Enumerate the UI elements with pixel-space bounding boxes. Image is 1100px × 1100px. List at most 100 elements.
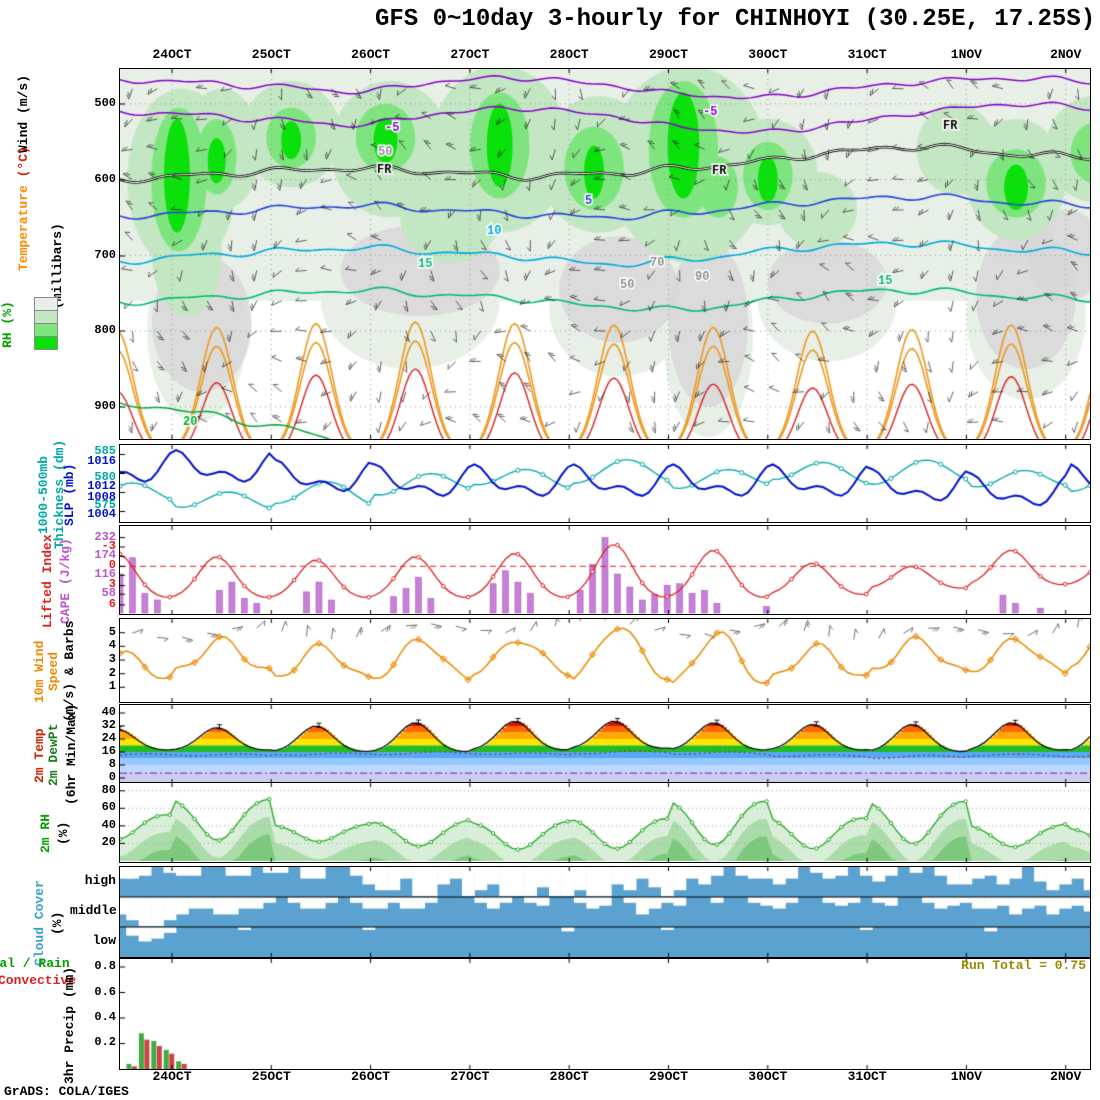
x-tick-label: 27OCT <box>450 1069 490 1084</box>
y-tick-label: 0.8 <box>94 959 116 973</box>
label-precip-axis: 3hr Precip (mm) <box>62 966 77 1084</box>
y-tick-label: 600 <box>94 172 116 186</box>
label-wind-axis: Wind (m/s) <box>16 74 31 153</box>
y-tick-label: 60 <box>101 800 116 814</box>
cape-li-canvas <box>120 526 1090 614</box>
y-tick-label: 1 <box>108 679 116 693</box>
rh-colorbar <box>34 297 58 350</box>
rh-colorbar-swatch <box>34 297 58 311</box>
label-2m-temp: 2m Temp <box>32 728 47 783</box>
y-tick-label: 32 <box>101 718 116 732</box>
y-tick-label: 174 <box>94 548 116 562</box>
y-tick-label: 900 <box>94 399 116 413</box>
rh-colorbar-swatch <box>34 310 58 324</box>
x-tick-label: 31OCT <box>847 1069 887 1084</box>
y-tick-label: 232 <box>94 530 116 544</box>
label-cloud-units: (%) <box>50 911 65 935</box>
y-tick-label: 116 <box>94 567 116 581</box>
x-tick-label: 25OCT <box>251 1069 291 1084</box>
panel-cross-section <box>119 68 1091 440</box>
label-precip-conv: Convective <box>0 973 77 988</box>
y-tick-label: 80 <box>101 783 116 797</box>
label-precip-total: Total / Rain <box>0 956 70 971</box>
cloud-cover-canvas <box>120 867 1090 957</box>
y-tick-label: 40 <box>101 705 116 719</box>
x-tick-label: 26OCT <box>351 1069 391 1084</box>
y-tick-label: 1008 <box>87 490 116 504</box>
rh-colorbar-swatch <box>34 336 58 350</box>
x-tick-label: 1NOV <box>950 47 982 62</box>
page-title: GFS 0~10day 3-hourly for CHINHOYI (30.25… <box>375 6 1096 33</box>
y-tick-label: 575 <box>94 498 116 512</box>
y-tick-label: 8 <box>108 757 116 771</box>
x-tick-label: 28OCT <box>549 1069 589 1084</box>
precip-canvas <box>120 959 1090 1069</box>
x-tick-label: 26OCT <box>351 47 391 62</box>
y-tick-label: 16 <box>101 744 116 758</box>
y-tick-label: 0.6 <box>94 985 116 999</box>
y-tick-label: 1016 <box>87 454 116 468</box>
y-tick-label: 0.2 <box>94 1035 116 1049</box>
temp-dew-canvas <box>120 705 1090 783</box>
x-tick-label: 27OCT <box>450 47 490 62</box>
cloud-row-high: high <box>84 873 116 888</box>
panel-wind10m <box>119 618 1091 703</box>
x-tick-label: 2NOV <box>1050 47 1082 62</box>
label-cape: CAPE (J/kg) <box>58 538 73 624</box>
x-tick-label: 31OCT <box>847 47 887 62</box>
x-tick-label: 1NOV <box>950 1069 982 1084</box>
wind10m-canvas <box>120 619 1090 702</box>
label-rh2m-units: (%) <box>56 821 71 845</box>
label-cloud-cover: Cloud Cover <box>32 880 47 966</box>
cloud-row-low: low <box>92 933 116 948</box>
x-tick-label: 2NOV <box>1050 1069 1082 1084</box>
rh-colorbar-swatch <box>34 323 58 337</box>
label-temperature: Temperature <box>16 177 31 271</box>
y-tick-label: 4 <box>108 638 116 652</box>
label-slp: SLP (mb) <box>62 463 77 526</box>
label-2m-dewpt: 2m DewPt <box>46 723 61 786</box>
y-tick-label: 585 <box>94 444 116 458</box>
y-tick-label: -3 <box>101 539 116 553</box>
label-rh-axis: RH (%) <box>0 301 15 348</box>
x-tick-label: 24OCT <box>152 1069 192 1084</box>
label-10m-wind: 10m Wind <box>32 640 47 703</box>
label-temperature-axis: Temperature (°C) <box>16 146 31 271</box>
y-tick-label: 700 <box>94 248 116 262</box>
y-tick-label: 1012 <box>87 479 116 493</box>
panel-temp-dew <box>119 704 1091 784</box>
label-2m-rh: 2m RH <box>38 813 53 853</box>
panel-precip <box>119 958 1091 1070</box>
y-tick-label: 0.4 <box>94 1010 116 1024</box>
panel-rh2m <box>119 782 1091 863</box>
label-wind-speed: Speed <box>46 651 61 691</box>
y-tick-label: 58 <box>101 586 116 600</box>
y-tick-label: 40 <box>101 818 116 832</box>
y-tick-label: 5 <box>108 625 116 639</box>
x-tick-label: 29OCT <box>648 47 689 62</box>
y-tick-label: 24 <box>101 731 116 745</box>
y-tick-label: 1004 <box>87 507 116 521</box>
label-lifted-index: Lifted Index <box>40 534 55 628</box>
panel-slp-thickness <box>119 444 1091 523</box>
panel-cape-li <box>119 525 1091 615</box>
y-tick-label: 3 <box>108 577 116 591</box>
x-tick-label: 28OCT <box>549 47 589 62</box>
slp-thickness-canvas <box>120 445 1090 522</box>
label-thickness-1: 1000-500mb <box>36 455 51 534</box>
rh2m-canvas <box>120 783 1090 862</box>
y-tick-label: 6 <box>108 597 116 611</box>
panel-cloud-cover <box>119 866 1091 958</box>
label-temperature-units: (°C) <box>16 146 31 178</box>
y-tick-label: 2 <box>108 666 116 680</box>
x-tick-label: 25OCT <box>251 47 291 62</box>
x-tick-label: 24OCT <box>152 47 192 62</box>
cloud-row-middle: middle <box>70 903 117 918</box>
x-tick-label: 30OCT <box>748 1069 788 1084</box>
y-tick-label: 20 <box>101 835 116 849</box>
y-tick-label: 580 <box>94 470 116 484</box>
label-minmax: (6hr Min/Max) <box>64 703 79 805</box>
y-tick-label: 500 <box>94 96 116 110</box>
run-total-label: Run Total = 0.75 <box>961 958 1086 973</box>
